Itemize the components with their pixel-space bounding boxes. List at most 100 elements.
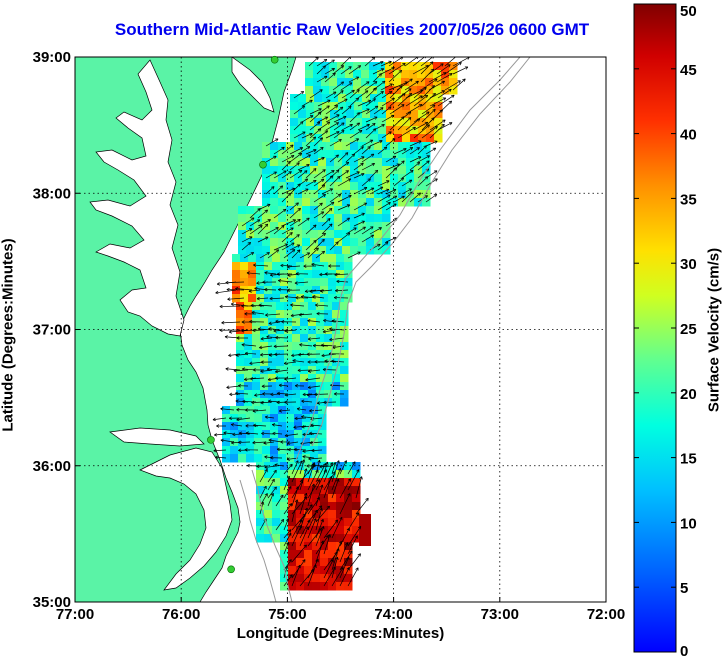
velocity-arrow (336, 280, 349, 283)
velocity-cell (326, 166, 335, 175)
velocity-arrow (325, 91, 337, 99)
velocity-arrowhead (241, 305, 245, 308)
velocity-arrowhead (301, 426, 305, 429)
velocity-cell (326, 246, 335, 255)
velocity-arrow (388, 81, 408, 91)
velocity-cell (244, 382, 253, 391)
velocity-arrowhead (359, 65, 362, 69)
velocity-arrowhead (307, 361, 311, 364)
velocity-arrowhead (402, 177, 405, 181)
velocity-arrowhead (299, 519, 303, 522)
velocity-cell (449, 78, 458, 87)
velocity-cell (280, 534, 289, 543)
velocity-cell (288, 582, 297, 591)
velocity-cell (346, 110, 355, 119)
velocity-cell (262, 446, 271, 455)
velocity-arrow (444, 80, 461, 91)
velocity-cell (302, 246, 311, 255)
velocity-arrowhead (236, 419, 240, 422)
velocity-cell (344, 566, 353, 575)
velocity-arrowhead (375, 81, 378, 85)
velocity-arrowhead (264, 271, 268, 273)
velocity-arrowhead (266, 336, 270, 339)
velocity-cell (441, 62, 450, 71)
velocity-cell (312, 574, 321, 583)
velocity-arrowhead (303, 264, 307, 267)
velocity-arrowhead (330, 188, 333, 192)
velocity-cell (336, 534, 345, 543)
velocity-arrowhead (322, 178, 325, 182)
velocity-arrowhead (264, 455, 268, 458)
velocity-arrow (283, 542, 289, 555)
velocity-arrowhead (337, 241, 339, 245)
velocity-arrowhead (321, 343, 325, 346)
velocity-arrowhead (305, 526, 309, 529)
velocity-cell (230, 422, 239, 431)
velocity-arrowhead (426, 124, 430, 126)
velocity-cell (320, 542, 329, 551)
velocity-cell (326, 190, 335, 199)
velocity-arrow (337, 195, 352, 203)
velocity-arrow (377, 241, 389, 251)
velocity-arrow (333, 90, 344, 99)
velocity-cell (318, 222, 327, 231)
velocity-arrowhead (423, 56, 426, 57)
velocity-arrow (289, 169, 303, 179)
velocity-cell (276, 310, 285, 319)
velocity-arrowhead (215, 292, 219, 295)
velocity-arrowhead (278, 280, 281, 283)
velocity-arrowhead (251, 311, 255, 315)
velocity-arrowhead (266, 368, 270, 371)
velocity-arrowhead (270, 493, 274, 496)
velocity-cell (422, 158, 431, 167)
velocity-cell (240, 270, 249, 279)
velocity-arrowhead (297, 564, 301, 568)
velocity-cell (286, 406, 295, 415)
velocity-arrow (331, 567, 344, 587)
velocity-cell (294, 238, 303, 247)
velocity-cell (336, 582, 345, 591)
velocity-arrowhead (295, 272, 299, 275)
velocity-arrowhead (274, 352, 278, 355)
velocity-cell (288, 486, 297, 495)
velocity-arrowhead (307, 337, 311, 340)
velocity-arrowhead (276, 400, 280, 403)
velocity-cell (300, 326, 309, 335)
velocity-arrowhead (244, 351, 248, 354)
velocity-cell (254, 230, 263, 239)
velocity-arrowhead (262, 392, 266, 395)
velocity-cell (352, 510, 361, 519)
velocity-arrowhead (316, 313, 320, 316)
velocity-arrowhead (316, 479, 320, 482)
velocity-cell (358, 182, 367, 191)
velocity-cell (294, 430, 303, 439)
velocity-arrowhead (344, 152, 348, 154)
velocity-arrow (444, 57, 457, 67)
velocity-arrowhead (230, 424, 234, 427)
velocity-arrow (373, 91, 384, 99)
velocity-cell (318, 230, 327, 239)
velocity-arrowhead (319, 111, 322, 115)
velocity-arrow (436, 64, 451, 75)
velocity-cell (310, 414, 319, 423)
velocity-arrowhead (330, 559, 334, 562)
pamlico-sound (139, 447, 233, 591)
velocity-arrowhead (359, 476, 362, 479)
velocity-cell (288, 526, 297, 535)
velocity-arrowhead (290, 303, 294, 306)
velocity-cell (386, 102, 395, 111)
velocity-arrowhead (294, 281, 298, 284)
velocity-arrow (347, 469, 360, 491)
velocity-arrow (264, 465, 277, 468)
velocity-cell (320, 278, 329, 287)
velocity-arrowhead (331, 319, 335, 321)
velocity-arrowhead (315, 469, 319, 472)
velocity-arrowhead (293, 219, 297, 223)
velocity-arrowhead (325, 535, 329, 538)
velocity-arrowhead (295, 460, 299, 463)
velocity-cell (302, 406, 311, 415)
velocity-arrowhead (216, 424, 220, 427)
velocity-arrow (340, 66, 352, 75)
velocity-cell (344, 574, 353, 583)
velocity-cell (332, 342, 341, 351)
